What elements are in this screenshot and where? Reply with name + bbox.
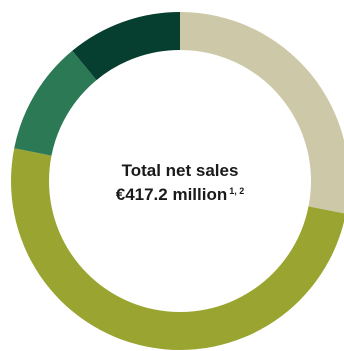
donut-slice-4 <box>72 12 180 81</box>
center-label-line2: €417.2 million 1, 2 <box>72 181 288 205</box>
center-label-value: €417.2 million <box>115 185 228 204</box>
donut-slice-2 <box>11 148 344 350</box>
center-label-line1: Total net sales <box>121 161 239 180</box>
donut-slice-1 <box>180 12 344 214</box>
center-label: Total net sales €417.2 million 1, 2 <box>72 160 288 205</box>
center-label-footnote: 1, 2 <box>229 186 245 196</box>
donut-slice-3 <box>14 50 97 156</box>
donut-slices <box>11 12 344 350</box>
